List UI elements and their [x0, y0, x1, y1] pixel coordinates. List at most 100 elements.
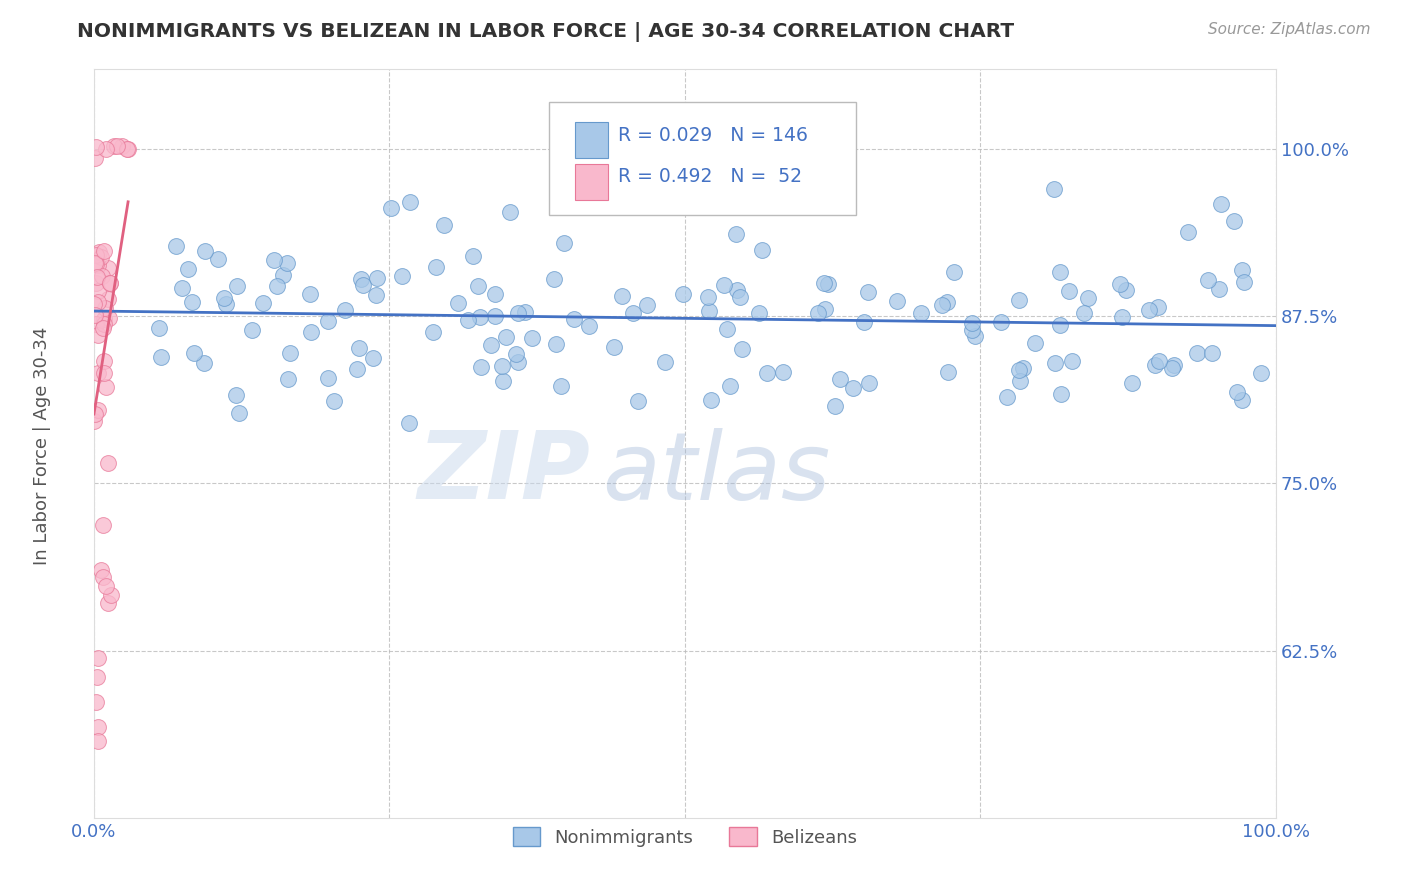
- Point: [772, 365, 794, 379]
- Point: [636, 298, 658, 312]
- Point: [1137, 302, 1160, 317]
- Point: [84, 256, 107, 270]
- Point: [83, 408, 105, 422]
- FancyBboxPatch shape: [575, 164, 609, 200]
- Text: atlas: atlas: [602, 428, 831, 519]
- Text: R = 0.492   N =  52: R = 0.492 N = 52: [617, 168, 801, 186]
- Point: [94, 579, 117, 593]
- Point: [543, 272, 565, 286]
- Point: [177, 261, 200, 276]
- Point: [550, 378, 572, 392]
- Point: [963, 329, 986, 343]
- Point: [349, 272, 371, 286]
- Point: [621, 306, 644, 320]
- Text: Source: ZipAtlas.com: Source: ZipAtlas.com: [1208, 22, 1371, 37]
- Point: [830, 371, 852, 385]
- Point: [858, 376, 880, 390]
- Legend: Nonimmigrants, Belizeans: Nonimmigrants, Belizeans: [506, 821, 865, 854]
- Point: [398, 416, 420, 430]
- Point: [117, 143, 139, 157]
- Point: [93, 244, 115, 259]
- Point: [1045, 356, 1067, 370]
- Point: [299, 325, 322, 339]
- Point: [824, 399, 846, 413]
- Point: [242, 323, 264, 337]
- Point: [87, 720, 110, 734]
- Point: [755, 367, 778, 381]
- Point: [553, 235, 575, 250]
- Point: [84, 695, 107, 709]
- Point: [278, 346, 301, 360]
- Point: [90, 250, 112, 264]
- Point: [1230, 263, 1253, 277]
- Point: [87, 734, 110, 748]
- Point: [86, 269, 108, 284]
- Point: [1197, 273, 1219, 287]
- Point: [610, 289, 633, 303]
- Point: [748, 306, 770, 320]
- Point: [520, 331, 543, 345]
- Point: [83, 309, 105, 323]
- Point: [94, 301, 117, 315]
- Point: [1049, 387, 1071, 401]
- Point: [713, 277, 735, 292]
- Point: [149, 350, 172, 364]
- Point: [724, 227, 747, 241]
- Point: [193, 356, 215, 370]
- Point: [298, 287, 321, 301]
- Point: [98, 276, 121, 290]
- Point: [352, 277, 374, 292]
- Point: [333, 302, 356, 317]
- Point: [87, 245, 110, 260]
- Point: [479, 338, 502, 352]
- Point: [1049, 318, 1071, 332]
- Point: [93, 353, 115, 368]
- Point: [207, 252, 229, 267]
- Point: [1043, 181, 1066, 195]
- Point: [995, 390, 1018, 404]
- Point: [1144, 359, 1167, 373]
- Point: [544, 337, 567, 351]
- Point: [183, 346, 205, 360]
- Point: [87, 651, 110, 665]
- Point: [1024, 336, 1046, 351]
- Point: [1201, 346, 1223, 360]
- Point: [117, 142, 139, 156]
- Point: [603, 340, 626, 354]
- Point: [276, 256, 298, 270]
- Point: [96, 142, 118, 156]
- Point: [91, 517, 114, 532]
- Point: [425, 260, 447, 275]
- Point: [105, 139, 128, 153]
- Point: [111, 138, 134, 153]
- Point: [960, 323, 983, 337]
- Point: [505, 347, 527, 361]
- Point: [86, 257, 108, 271]
- Point: [422, 325, 444, 339]
- Point: [433, 218, 456, 232]
- Point: [484, 287, 506, 301]
- Point: [91, 570, 114, 584]
- Point: [578, 318, 600, 333]
- Point: [84, 276, 107, 290]
- Point: [1008, 293, 1031, 308]
- Point: [499, 204, 522, 219]
- Point: [1108, 277, 1130, 292]
- Point: [562, 311, 585, 326]
- Point: [495, 330, 517, 344]
- Point: [1060, 354, 1083, 368]
- Point: [170, 281, 193, 295]
- Point: [366, 271, 388, 285]
- Point: [225, 388, 247, 402]
- Point: [1230, 393, 1253, 408]
- Point: [468, 310, 491, 324]
- Point: [621, 155, 644, 169]
- Point: [87, 285, 110, 299]
- Point: [508, 355, 530, 369]
- Point: [1049, 265, 1071, 279]
- Point: [1010, 374, 1032, 388]
- Text: In Labor Force | Age 30-34: In Labor Force | Age 30-34: [34, 326, 51, 566]
- Point: [627, 394, 650, 409]
- Point: [346, 362, 368, 376]
- Point: [252, 296, 274, 310]
